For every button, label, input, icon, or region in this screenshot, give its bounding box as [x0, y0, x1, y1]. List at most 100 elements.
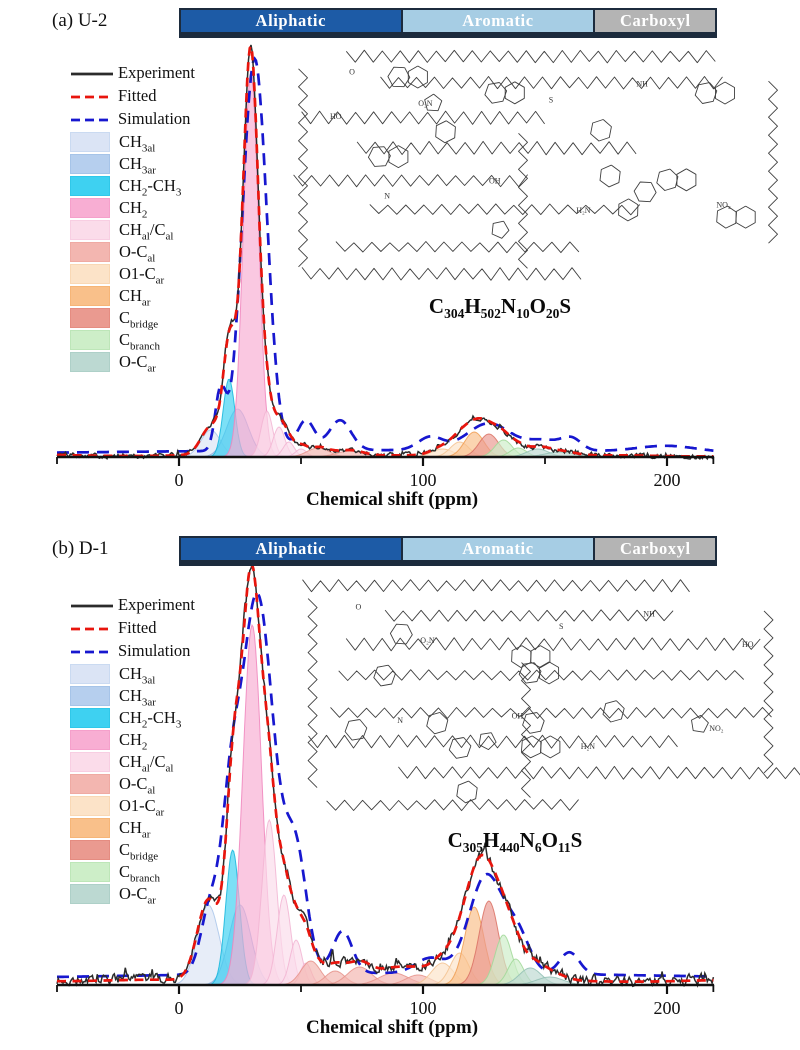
legend-curve-fitted: Fitted [70, 617, 195, 640]
legend-label-CHar: CHar [119, 285, 151, 309]
molecule-atom-label: N [397, 716, 403, 725]
fitted-line-swatch [71, 95, 113, 98]
legend-item-O-Cal: O-Cal [70, 773, 195, 796]
legend-item-CH3al: CH3al [70, 663, 195, 687]
swatch-CH3al [70, 132, 110, 152]
swatch-Cbranch [70, 330, 110, 350]
legend-item-O-Car: O-Car [70, 883, 195, 907]
legend-label-fitted: Fitted [118, 86, 157, 106]
legend-curve-experiment: Experiment [70, 62, 195, 85]
x-axis-label-b: Chemical shift (ppm) [305, 1017, 479, 1038]
simulation-line-swatch [71, 650, 113, 653]
swatch-Cbridge [70, 308, 110, 328]
molecule-atom-label: NO₂ [716, 201, 731, 210]
molecular-formula-a: C304H502N10O20S [428, 294, 572, 322]
simulation-curve [57, 591, 714, 979]
fitted-curve [57, 41, 714, 458]
legend-item-CH3al: CH3al [70, 131, 195, 155]
region-label-aliphatic: Aliphatic [255, 539, 327, 558]
region-label-aromatic: Aromatic [462, 11, 534, 30]
legend-label-CH3al: CH3al [119, 131, 156, 155]
legend-label-CH2-CH3: CH2-CH3 [119, 707, 182, 731]
swatch-CH2 [70, 198, 110, 218]
legend-item-CHal/Cal: CHal/Cal [70, 219, 195, 242]
legend-label-CH2-CH3: CH2-CH3 [119, 175, 182, 199]
swatch-CHar [70, 286, 110, 306]
x-axis-tick-label: 100 [410, 998, 437, 1018]
panel-b: O OH NH N S NO₂ O₂N H₂N HO 0 100 200 (b) D-1 Alipha… [0, 528, 800, 1050]
swatch-CHar [70, 818, 110, 838]
panel-a-label: (a) U-2 [52, 10, 108, 31]
swatch-CH2-CH3 [70, 708, 110, 728]
legend-label-Cbridge: Cbridge [119, 307, 159, 331]
swatch-CH3ar [70, 154, 110, 174]
swatch-O-Cal [70, 774, 110, 794]
legend-item-CH2-CH3: CH2-CH3 [70, 175, 195, 199]
legend-b: Experiment Fitted Simulation CH3al CH3ar CH2… [70, 594, 195, 907]
legend-item-O-Car: O-Car [70, 351, 195, 375]
legend-item-O-Cal: O-Cal [70, 241, 195, 265]
molecule-atom-label: N [384, 191, 390, 200]
swatch-CH3ar [70, 686, 110, 706]
legend-label-O-Cal: O-Cal [119, 241, 156, 265]
legend-item-O1-Car: O1-Car [70, 263, 195, 286]
legend-label-CH3al: CH3al [119, 663, 156, 687]
legend-label-Cbranch: Cbranch [119, 329, 160, 353]
panel-b-label: (b) D-1 [52, 538, 109, 559]
legend-item-CH3ar: CH3ar [70, 153, 195, 177]
swatch-O1-Car [70, 796, 110, 816]
region-segment-aromatic: Aromatic [400, 10, 594, 32]
spectrum-plot-b: O OH NH N S NO₂ O₂N H₂N HO 0 100 200 [56, 561, 800, 1018]
legend-label-O-Car: O-Car [119, 883, 156, 907]
legend-item-Cbranch: Cbranch [70, 861, 195, 884]
experiment-line-swatch [71, 604, 113, 607]
molecule-atom-label: HO [330, 112, 342, 121]
molecule-atom-label: H₂N [581, 742, 596, 751]
legend-item-CH2: CH2 [70, 197, 195, 220]
molecule-atom-label: O [349, 67, 355, 76]
legend-a: Experiment Fitted Simulation CH3al CH3ar CH2… [70, 62, 195, 375]
molecule-atom-label: O₂N [420, 636, 435, 645]
x-axis-tick-label: 200 [654, 998, 681, 1018]
x-axis-tick-label: 100 [410, 470, 437, 490]
legend-item-O1-Car: O1-Car [70, 795, 195, 818]
molecule-atom-label: NO₂ [709, 724, 724, 733]
region-segment-aromatic: Aromatic [400, 538, 594, 560]
region-segment-carboxyl: Carboxyl [593, 538, 716, 560]
experiment-line-swatch [71, 72, 113, 75]
legend-label-experiment: Experiment [118, 63, 195, 83]
panel-a: O OH NH N S NO₂ O₂N H₂N HO 0 100 200 (a) U-2 Alipha… [0, 0, 800, 522]
molecular-formula-b: C305H440N6O11S [447, 828, 583, 856]
x-axis-tick-label: 200 [654, 470, 681, 490]
molecule-atom-label: S [549, 96, 553, 105]
legend-curve-simulation: Simulation [70, 640, 195, 663]
region-segment-carboxyl: Carboxyl [593, 10, 716, 32]
region-bar-a: Aliphatic Aromatic Carboxyl [179, 8, 718, 38]
x-axis-tick-label: 0 [175, 998, 184, 1018]
legend-curve-fitted: Fitted [70, 85, 195, 108]
swatch-CH2-CH3 [70, 176, 110, 196]
spectrum-plot-a: O OH NH N S NO₂ O₂N H₂N HO 0 100 200 [56, 41, 778, 490]
legend-label-simulation: Simulation [118, 109, 191, 129]
legend-label-experiment: Experiment [118, 595, 195, 615]
legend-item-CHar: CHar [70, 285, 195, 309]
x-axis-tick-label: 0 [175, 470, 184, 490]
legend-label-O-Car: O-Car [119, 351, 156, 375]
fitted-curve [57, 563, 714, 983]
legend-curve-simulation: Simulation [70, 108, 195, 131]
swatch-CH3al [70, 664, 110, 684]
region-bar-b: Aliphatic Aromatic Carboxyl [179, 536, 718, 566]
legend-item-CH3ar: CH3ar [70, 685, 195, 708]
legend-item-CH2: CH2 [70, 729, 195, 752]
region-label-aliphatic: Aliphatic [255, 11, 327, 30]
legend-item-CHal/Cal: CHal/Cal [70, 751, 195, 774]
simulation-line-swatch [71, 118, 113, 121]
molecule-atom-label: O₂N [418, 99, 433, 108]
legend-label-Cbridge: Cbridge [119, 839, 159, 863]
legend-label-CH3ar: CH3ar [119, 153, 156, 177]
molecule-structure-sketch: O OH NH N S NO₂ O₂N H₂N HO [302, 579, 800, 812]
region-label-aromatic: Aromatic [462, 539, 534, 558]
molecule-atom-label: HO [742, 640, 754, 649]
